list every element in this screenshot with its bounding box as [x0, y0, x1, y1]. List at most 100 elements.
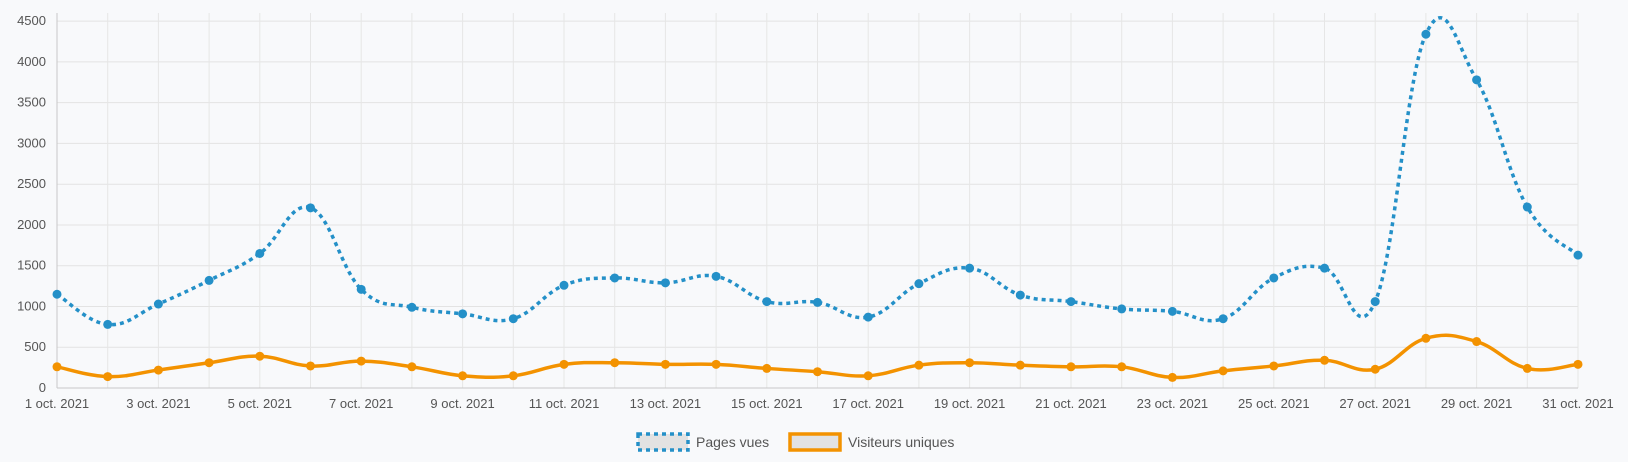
legend-label: Visiteurs uniques — [848, 434, 954, 450]
data-point[interactable] — [458, 371, 468, 381]
data-point[interactable] — [660, 278, 670, 288]
data-point[interactable] — [153, 365, 163, 375]
x-tick-label: 11 oct. 2021 — [529, 396, 600, 411]
data-point[interactable] — [1370, 364, 1380, 374]
data-point[interactable] — [762, 297, 772, 307]
x-tick-label: 7 oct. 2021 — [329, 396, 393, 411]
data-point[interactable] — [813, 297, 822, 307]
x-tick-label: 1 oct. 2021 — [25, 396, 89, 411]
data-point[interactable] — [255, 351, 265, 361]
data-point[interactable] — [1573, 250, 1583, 260]
series-pages-vues — [52, 16, 1583, 329]
x-tick-label: 9 oct. 2021 — [430, 396, 494, 411]
data-point[interactable] — [508, 314, 518, 324]
data-point[interactable] — [1522, 202, 1532, 212]
x-tick-label: 13 oct. 2021 — [630, 396, 702, 411]
data-point[interactable] — [458, 309, 468, 319]
data-point[interactable] — [1269, 361, 1279, 371]
legend[interactable]: Pages vues Visiteurs uniques — [636, 432, 954, 452]
x-tick-label: 19 oct. 2021 — [934, 396, 1006, 411]
data-point[interactable] — [559, 280, 569, 290]
y-tick-label: 0 — [39, 380, 46, 395]
data-point[interactable] — [1167, 372, 1177, 382]
data-point[interactable] — [1218, 314, 1228, 324]
data-point[interactable] — [1522, 363, 1532, 373]
data-point[interactable] — [660, 359, 670, 369]
data-point[interactable] — [1117, 304, 1127, 314]
data-point[interactable] — [965, 263, 975, 273]
data-point[interactable] — [965, 358, 975, 368]
data-point[interactable] — [610, 273, 620, 283]
x-tick-label: 3 oct. 2021 — [126, 396, 190, 411]
data-point[interactable] — [1472, 75, 1482, 85]
data-point[interactable] — [863, 371, 873, 381]
data-point[interactable] — [1117, 362, 1127, 372]
legend-label: Pages vues — [696, 434, 769, 450]
y-tick-label: 500 — [24, 339, 46, 354]
y-tick-label: 1000 — [17, 298, 46, 313]
legend-swatch — [636, 432, 690, 452]
data-point[interactable] — [204, 275, 214, 285]
x-tick-label: 27 oct. 2021 — [1339, 396, 1411, 411]
data-point[interactable] — [508, 371, 518, 381]
data-point[interactable] — [407, 302, 417, 312]
y-tick-label: 3500 — [17, 95, 46, 110]
data-point[interactable] — [356, 284, 366, 294]
data-point[interactable] — [1066, 362, 1076, 372]
y-tick-label: 3000 — [17, 135, 46, 150]
data-point[interactable] — [610, 358, 620, 368]
data-point[interactable] — [1015, 360, 1025, 370]
data-point[interactable] — [1320, 355, 1329, 365]
x-tick-label: 21 oct. 2021 — [1035, 396, 1107, 411]
series-line — [56, 16, 1580, 327]
data-point[interactable] — [1320, 263, 1329, 273]
data-point[interactable] — [863, 312, 873, 322]
data-point[interactable] — [103, 319, 113, 329]
data-point[interactable] — [1269, 273, 1279, 283]
data-point[interactable] — [306, 203, 315, 213]
data-point[interactable] — [1421, 29, 1431, 39]
data-point[interactable] — [1167, 306, 1177, 316]
legend-swatch — [788, 432, 842, 452]
data-point[interactable] — [1573, 359, 1583, 369]
data-point[interactable] — [914, 360, 924, 370]
data-point[interactable] — [1421, 333, 1431, 343]
data-point[interactable] — [306, 361, 315, 371]
x-tick-label: 15 oct. 2021 — [731, 396, 803, 411]
data-point[interactable] — [914, 279, 924, 289]
data-point[interactable] — [407, 362, 417, 372]
data-point[interactable] — [1015, 290, 1025, 300]
data-point[interactable] — [52, 289, 62, 299]
data-point[interactable] — [1370, 297, 1380, 307]
data-point[interactable] — [762, 363, 772, 373]
y-tick-label: 2000 — [17, 217, 46, 232]
data-point[interactable] — [103, 372, 113, 382]
series-visiteurs-uniques — [52, 333, 1583, 382]
data-point[interactable] — [52, 362, 62, 372]
data-point[interactable] — [559, 359, 569, 369]
axes: 0 500 1000 1500 2000 2500 3000 3500 4000 4500 1 oc… — [17, 13, 1614, 411]
data-point[interactable] — [711, 271, 721, 281]
data-point[interactable] — [255, 248, 265, 258]
data-point[interactable] — [711, 359, 721, 369]
x-tick-label: 5 oct. 2021 — [228, 396, 292, 411]
data-point[interactable] — [813, 367, 822, 377]
x-tick-label: 29 oct. 2021 — [1441, 396, 1513, 411]
data-point[interactable] — [356, 356, 366, 366]
data-point[interactable] — [153, 299, 163, 309]
grid — [56, 13, 1579, 389]
data-point[interactable] — [1218, 366, 1228, 376]
y-tick-label: 4500 — [17, 13, 46, 28]
data-point[interactable] — [1472, 337, 1482, 347]
y-tick-label: 2500 — [17, 176, 46, 191]
x-tick-label: 31 oct. 2021 — [1542, 396, 1614, 411]
y-tick-label: 1500 — [17, 258, 46, 273]
legend-item[interactable]: Visiteurs uniques — [788, 432, 954, 452]
legend-item[interactable]: Pages vues — [636, 432, 769, 452]
x-tick-label: 23 oct. 2021 — [1137, 396, 1209, 411]
series-layer — [52, 16, 1583, 382]
data-point[interactable] — [1066, 297, 1076, 307]
x-tick-label: 17 oct. 2021 — [832, 396, 904, 411]
data-point[interactable] — [204, 358, 214, 368]
